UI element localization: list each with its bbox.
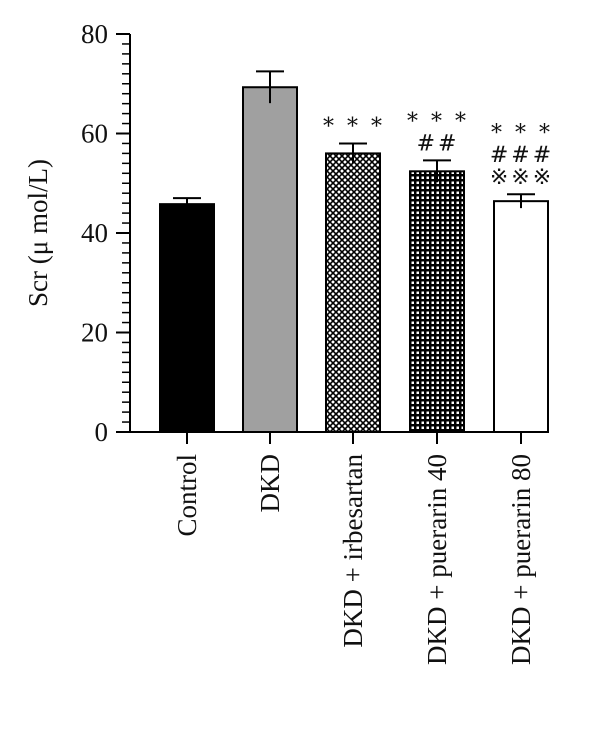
y-axis: 0 20 40 60 80: [81, 19, 131, 447]
category-label: DKD + irbesartan: [338, 454, 368, 648]
significance-annotations: * * *##* * *※※※###* * *: [323, 109, 554, 190]
y-tick-label: 60: [81, 119, 108, 149]
error-bars-group: [173, 70, 535, 211]
category-label: DKD + puerarin 80: [506, 454, 536, 665]
y-tick-label: 40: [81, 218, 108, 248]
y-tick-label: 80: [81, 19, 108, 49]
category-label: Control: [172, 454, 202, 537]
category-label: DKD: [255, 454, 285, 513]
bar-2: [242, 86, 298, 433]
bars-group: [159, 86, 549, 433]
bar-5: [493, 200, 549, 433]
significance-label: ##: [417, 131, 460, 156]
x-axis: [130, 431, 545, 444]
category-label: DKD + puerarin 40: [422, 454, 452, 665]
significance-label: ※※※: [490, 165, 554, 190]
y-tick-label: 0: [95, 417, 109, 447]
category-labels: Control DKD DKD + irbesartan DKD + puerarin…: [172, 454, 536, 665]
bar-4: [409, 170, 465, 433]
significance-label: * * *: [491, 121, 553, 146]
significance-label: * * *: [407, 109, 469, 134]
significance-label: ###: [490, 143, 554, 168]
bar-1: [159, 203, 215, 433]
y-axis-label: Scr (μ mol/L): [23, 159, 53, 307]
bar-3: [325, 152, 381, 433]
significance-label: * * *: [323, 114, 385, 139]
y-tick-label: 20: [81, 318, 108, 348]
